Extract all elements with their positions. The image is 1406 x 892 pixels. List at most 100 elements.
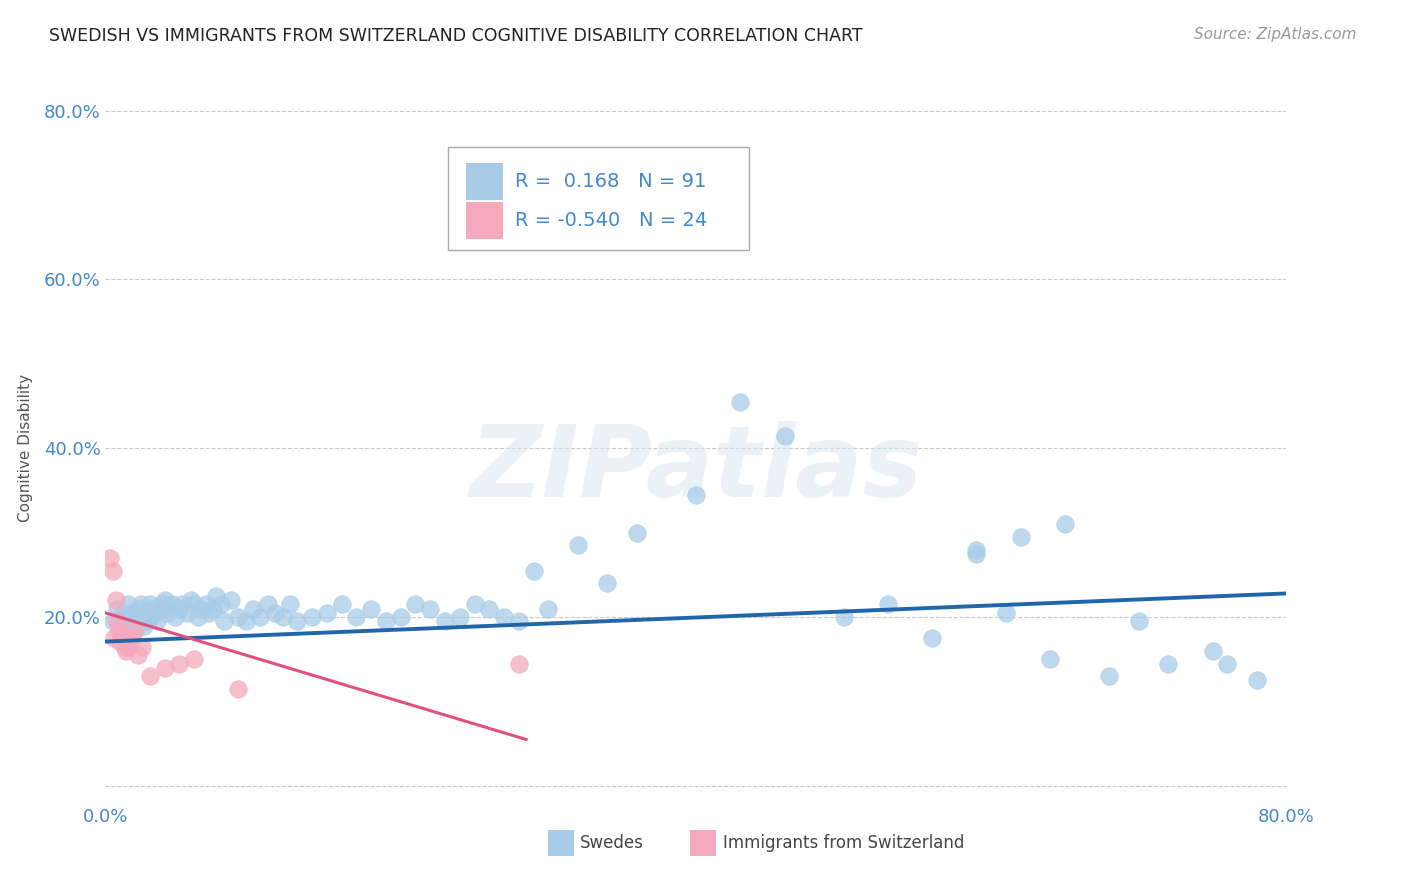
Point <box>257 598 280 612</box>
Point <box>117 635 139 649</box>
Point <box>127 615 149 629</box>
Point <box>921 631 943 645</box>
Point <box>773 428 796 442</box>
Point <box>287 615 309 629</box>
Point <box>118 640 141 654</box>
Point <box>508 657 530 671</box>
Point <box>105 601 128 615</box>
Point <box>128 601 150 615</box>
Point <box>832 610 855 624</box>
Point <box>127 648 149 662</box>
Point <box>120 606 142 620</box>
Point <box>730 394 752 409</box>
Point <box>112 606 135 620</box>
Point <box>278 598 301 612</box>
Text: ZIPatlas: ZIPatlas <box>470 421 922 518</box>
Point <box>190 601 212 615</box>
Text: R = -0.540   N = 24: R = -0.540 N = 24 <box>515 211 707 230</box>
Point <box>110 623 132 637</box>
Point <box>160 598 183 612</box>
Point <box>156 606 179 620</box>
Point <box>212 615 235 629</box>
Point <box>202 601 225 615</box>
Point <box>626 525 648 540</box>
Point <box>567 538 589 552</box>
Point <box>149 601 172 615</box>
Bar <box>465 163 503 200</box>
Point <box>877 598 900 612</box>
Point <box>242 601 264 615</box>
Point <box>1039 652 1062 666</box>
Point <box>389 610 412 624</box>
Point <box>138 598 162 612</box>
Point <box>685 488 707 502</box>
Point <box>183 652 205 666</box>
Text: R =  0.168   N = 91: R = 0.168 N = 91 <box>515 172 707 191</box>
Point <box>124 623 146 637</box>
Point <box>1201 644 1223 658</box>
Point <box>153 661 176 675</box>
Point <box>101 564 124 578</box>
Point <box>264 606 287 620</box>
Point <box>101 615 124 629</box>
Point <box>120 631 142 645</box>
Point <box>965 542 987 557</box>
Point <box>111 627 134 641</box>
Point <box>219 593 242 607</box>
Point <box>492 610 515 624</box>
Text: Source: ZipAtlas.com: Source: ZipAtlas.com <box>1194 27 1357 42</box>
Point <box>197 606 219 620</box>
Point <box>1010 530 1032 544</box>
Point <box>187 610 209 624</box>
Point <box>194 598 217 612</box>
Point <box>131 640 153 654</box>
Point <box>330 598 353 612</box>
Point <box>205 589 228 603</box>
Point <box>114 640 136 654</box>
Point <box>135 615 157 629</box>
Point <box>537 601 560 615</box>
Text: Immigrants from Switzerland: Immigrants from Switzerland <box>723 834 965 852</box>
Point <box>315 606 337 620</box>
Point <box>124 623 146 637</box>
Point <box>121 615 143 629</box>
Point <box>132 618 155 632</box>
Point <box>228 610 250 624</box>
Point <box>419 601 441 615</box>
Point <box>153 593 176 607</box>
Point <box>1128 615 1150 629</box>
Point <box>1216 657 1239 671</box>
Point <box>228 681 250 696</box>
Point <box>433 615 456 629</box>
Point <box>464 598 486 612</box>
Point <box>209 598 232 612</box>
Point <box>103 631 125 645</box>
Point <box>478 601 501 615</box>
Point <box>131 606 153 620</box>
Point <box>134 610 156 624</box>
Point <box>1054 517 1077 532</box>
Point <box>117 598 139 612</box>
Point <box>169 601 191 615</box>
Point <box>146 615 169 629</box>
Point <box>163 610 186 624</box>
Point <box>138 669 162 683</box>
FancyBboxPatch shape <box>449 147 749 250</box>
Point <box>104 593 127 607</box>
Point <box>249 610 271 624</box>
Point <box>112 631 135 645</box>
Point <box>121 631 143 645</box>
Point <box>125 610 148 624</box>
Bar <box>690 830 716 856</box>
Point <box>115 644 138 658</box>
Point <box>508 615 530 629</box>
Bar <box>465 202 503 239</box>
Point <box>1157 657 1180 671</box>
Point <box>176 606 198 620</box>
Point <box>346 610 368 624</box>
Point <box>301 610 323 624</box>
Point <box>129 598 152 612</box>
Point <box>98 551 121 566</box>
Point <box>122 610 145 624</box>
Point <box>449 610 471 624</box>
